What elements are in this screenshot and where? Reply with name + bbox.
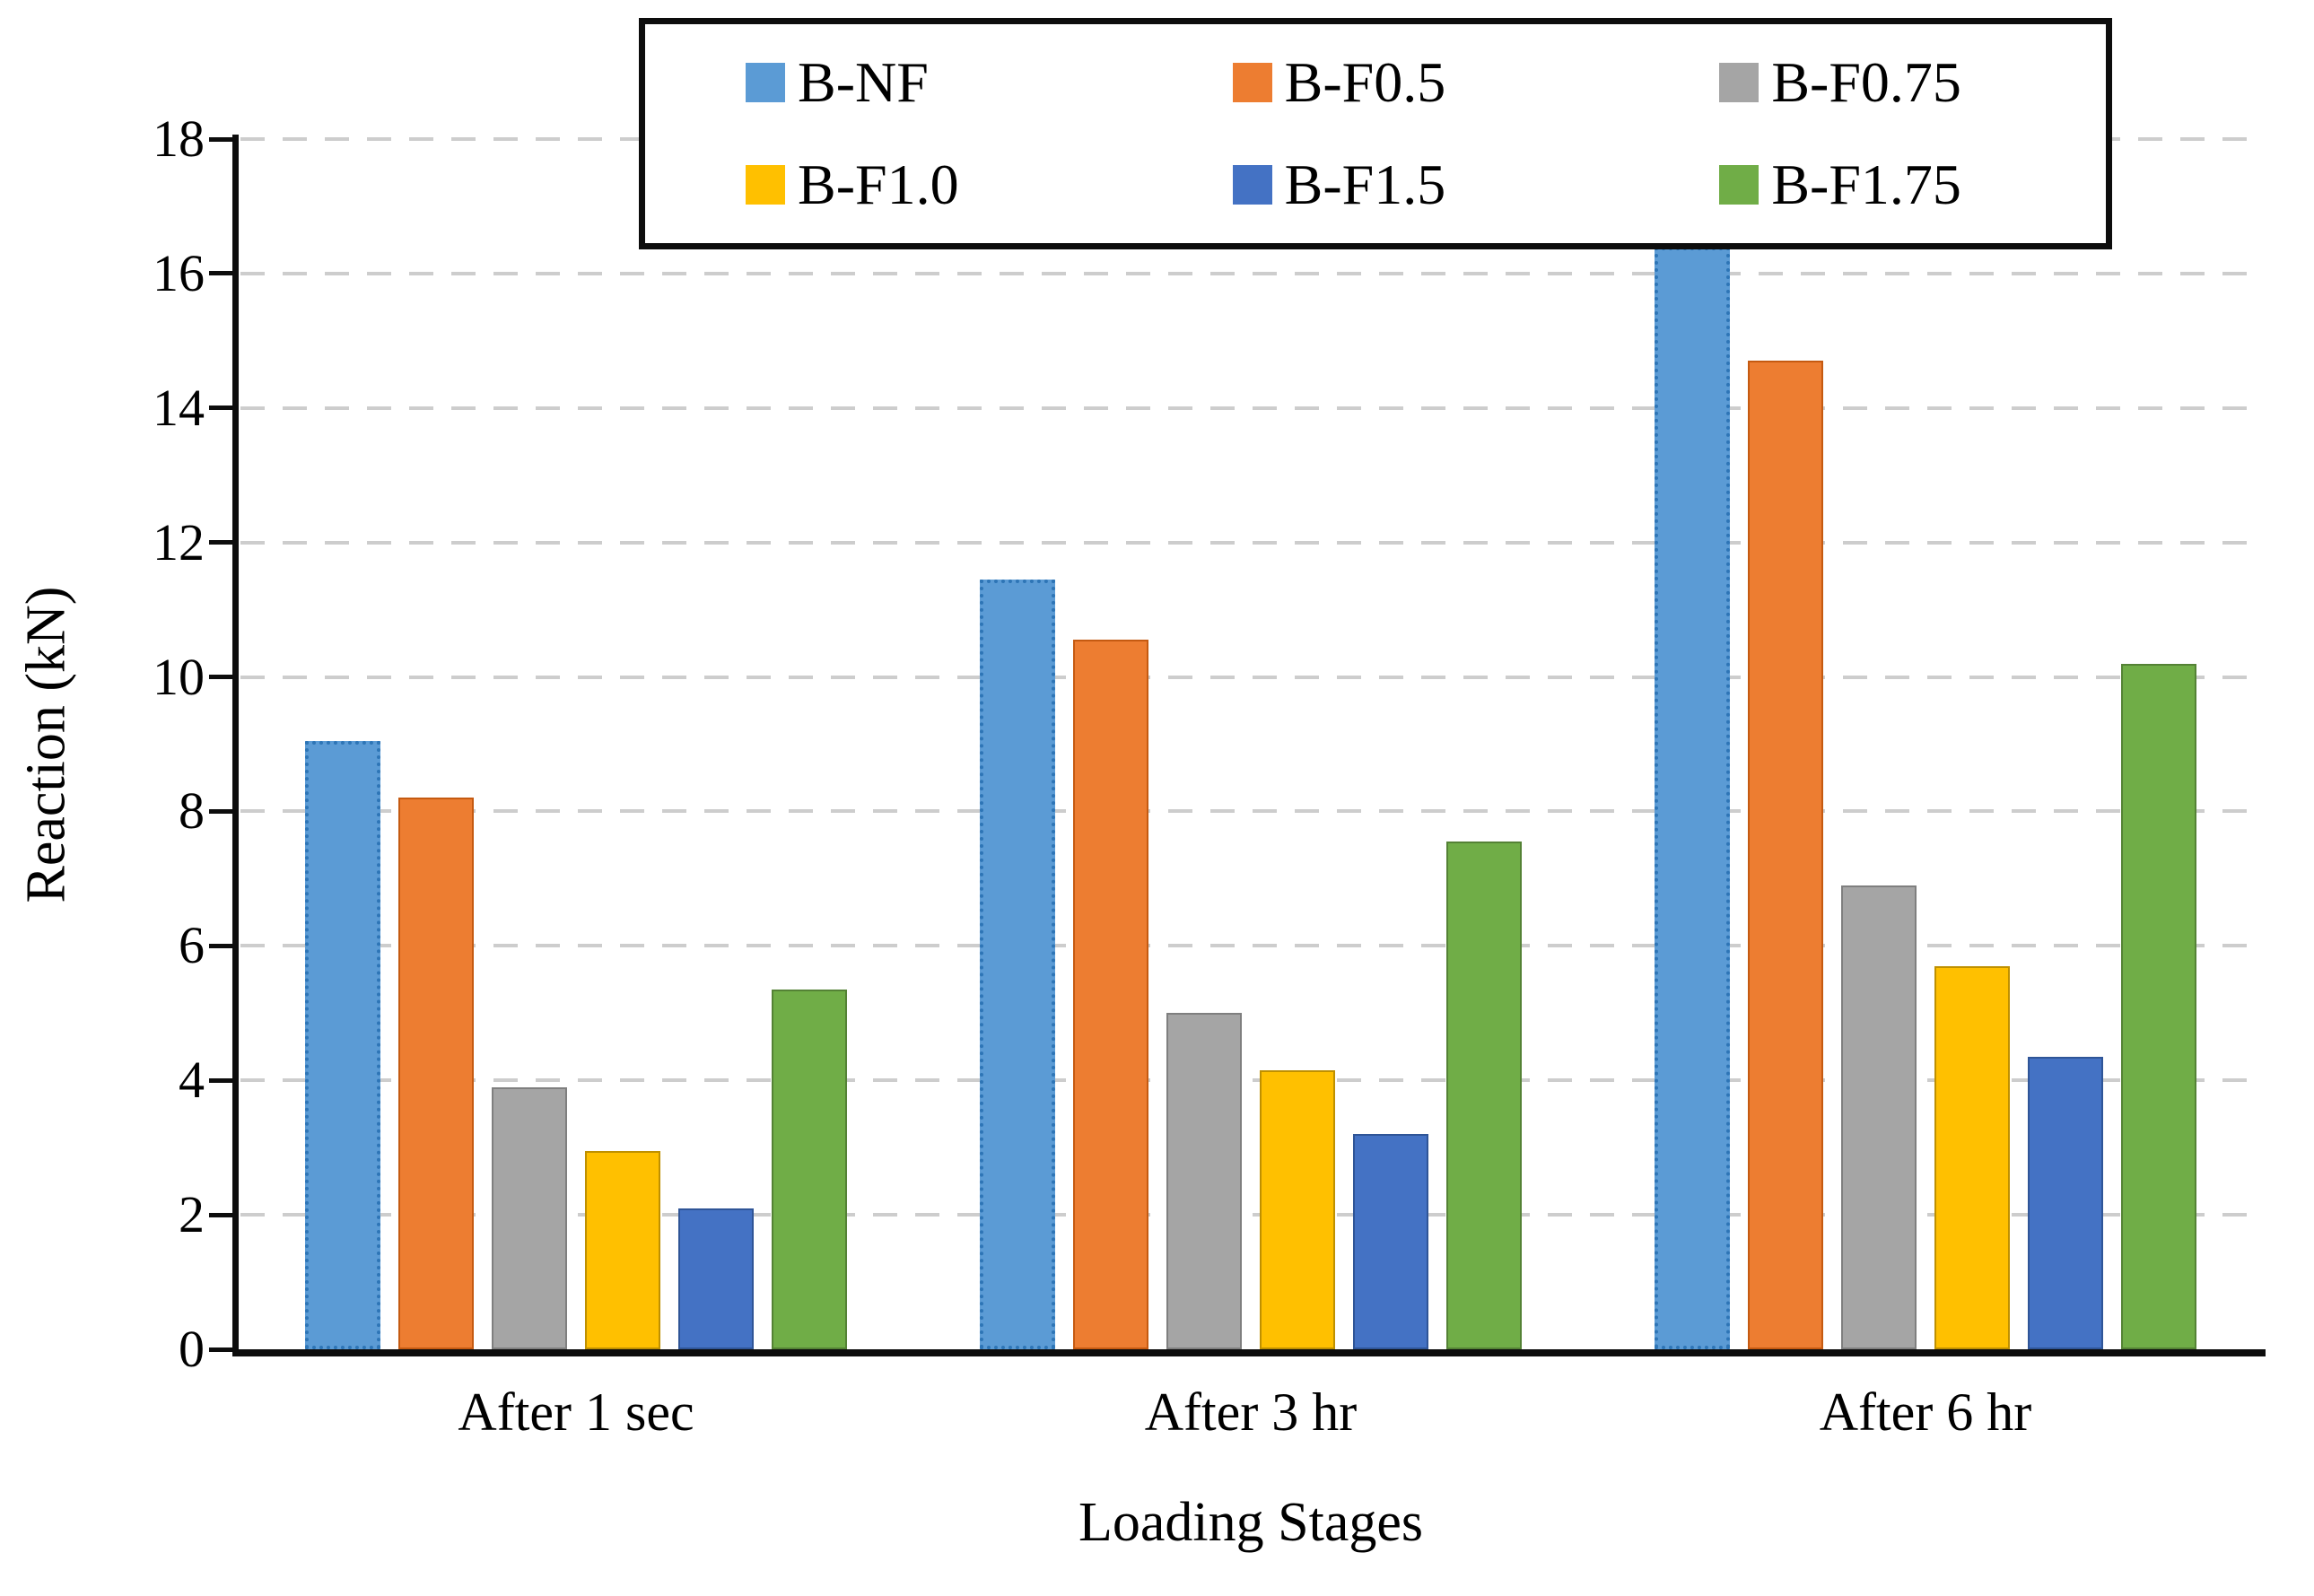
bar-b-f1-5-after-1-sec (678, 1208, 754, 1349)
x-category-label-after-3-hr: After 3 hr (1144, 1382, 1358, 1442)
gridline-4 (240, 1078, 2261, 1083)
y-tick-10 (209, 675, 232, 680)
legend-label: B-F0.5 (1284, 50, 1446, 114)
y-tick-18 (209, 136, 232, 142)
legend-marker-icon (1719, 63, 1760, 102)
gridline-12 (240, 540, 2261, 545)
y-tick-12 (209, 540, 232, 545)
y-tick-label-14: 14 (153, 378, 205, 437)
legend-marker-icon (746, 165, 785, 205)
y-tick-8 (209, 808, 232, 814)
y-tick-14 (209, 406, 232, 411)
y-tick-label-4: 4 (179, 1051, 205, 1110)
x-category-label-after-1-sec: After 1 sec (458, 1382, 694, 1442)
bar-b-f0-75-after-1-sec (492, 1086, 567, 1349)
legend-label: B-NF (798, 50, 929, 114)
plot-area (239, 137, 2263, 1349)
chart-legend: B-NF B-F0.5 B-F0.75 B-F1.0 B-F1.5 B-F1.75 (639, 18, 2112, 249)
bar-b-f0-5-after-6-hr (1748, 361, 1823, 1349)
x-axis-title: Loading Stages (1078, 1492, 1423, 1553)
bar-b-f1-0-after-6-hr (1934, 965, 2010, 1349)
y-tick-6 (209, 943, 232, 948)
bar-b-f0-75-after-3-hr (1166, 1013, 1242, 1349)
legend-label: B-F0.75 (1771, 50, 1961, 114)
bar-b-f1-5-after-3-hr (1353, 1134, 1428, 1349)
legend-label: B-F1.0 (798, 153, 959, 216)
bar-group-after-3-hr (913, 139, 1588, 1349)
y-tick-label-0: 0 (179, 1320, 205, 1378)
y-tick-16 (209, 271, 232, 276)
legend-marker-icon (1232, 165, 1272, 205)
legend-item-b-f1-75: B-F1.75 (1619, 152, 2106, 218)
y-tick-label-10: 10 (153, 647, 205, 706)
legend-marker-icon (746, 63, 785, 102)
y-tick-0 (209, 1347, 232, 1352)
legend-label: B-F1.75 (1771, 153, 1961, 216)
gridline-14 (240, 406, 2261, 410)
y-tick-label-12: 12 (153, 512, 205, 571)
bar-b-f0-5-after-3-hr (1073, 640, 1148, 1349)
legend-item-b-f1-5: B-F1.5 (1132, 152, 1620, 218)
legend-item-b-f1-0: B-F1.0 (645, 152, 1132, 218)
gridline-8 (240, 809, 2261, 814)
gridline-6 (240, 944, 2261, 948)
bar-b-f1-5-after-6-hr (2028, 1057, 2103, 1349)
legend-item-b-nf: B-NF (645, 49, 1132, 116)
y-tick-4 (209, 1077, 232, 1083)
y-tick-label-2: 2 (179, 1185, 205, 1244)
gridline-16 (240, 271, 2261, 275)
y-tick-label-18: 18 (153, 109, 205, 168)
bar-b-f0-75-after-6-hr (1841, 885, 1917, 1349)
bar-b-f1-75-after-1-sec (772, 990, 847, 1349)
legend-marker-icon (1232, 63, 1272, 102)
bar-group-after-6-hr (1588, 139, 2263, 1349)
bar-b-f1-0-after-3-hr (1260, 1069, 1335, 1349)
x-category-label-after-6-hr: After 6 hr (1819, 1382, 2032, 1442)
legend-item-b-f0-5: B-F0.5 (1132, 49, 1620, 116)
bar-b-nf-after-3-hr (980, 579, 1055, 1349)
y-axis-line (232, 135, 239, 1356)
bar-b-f1-0-after-1-sec (585, 1150, 660, 1349)
bar-b-f0-5-after-1-sec (398, 798, 474, 1349)
y-tick-label-8: 8 (179, 781, 205, 841)
y-tick-label-16: 16 (153, 243, 205, 302)
gridline-10 (240, 675, 2261, 679)
bar-b-nf-after-1-sec (305, 740, 380, 1349)
gridline-2 (240, 1213, 2261, 1217)
y-tick-label-6: 6 (179, 916, 205, 975)
legend-label: B-F1.5 (1284, 153, 1446, 216)
bar-b-nf-after-6-hr (1655, 246, 1730, 1349)
bar-b-f1-75-after-3-hr (1446, 842, 1522, 1349)
y-tick-2 (209, 1212, 232, 1217)
x-axis-line (232, 1349, 2266, 1356)
legend-marker-icon (1719, 165, 1760, 205)
bar-group-after-1-sec (239, 139, 913, 1349)
bar-b-f1-75-after-6-hr (2121, 663, 2196, 1349)
y-axis-title: Reaction (kN) (15, 586, 77, 903)
legend-item-b-f0-75: B-F0.75 (1619, 49, 2106, 116)
